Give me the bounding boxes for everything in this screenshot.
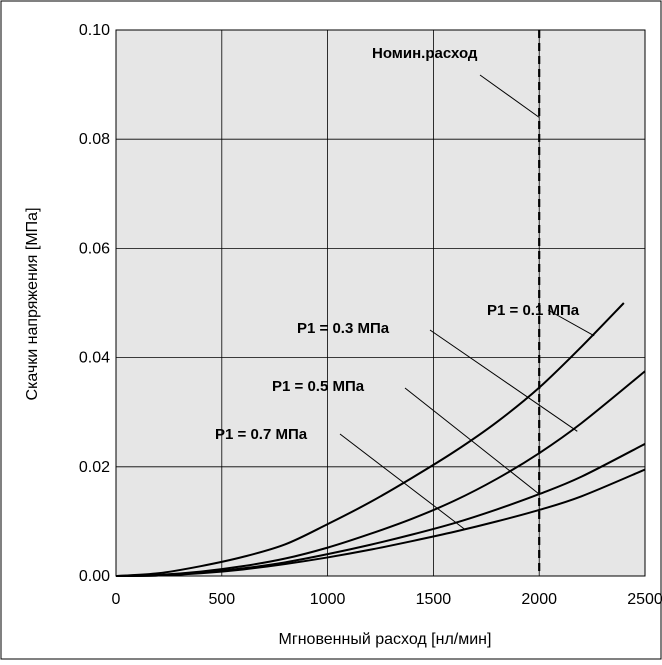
y-tick-label: 0.10 — [79, 22, 110, 39]
y-tick-label: 0.02 — [79, 459, 110, 476]
x-tick-label: 500 — [208, 591, 235, 608]
annotation-label: P1 = 0.1 МПа — [487, 302, 580, 319]
x-tick-label: 2000 — [521, 591, 557, 608]
annotation-leader — [404, 387, 540, 495]
annotation-label: Номин.расход — [372, 45, 478, 62]
x-tick-label: 2500 — [627, 591, 662, 608]
series-line-4 — [115, 468, 646, 577]
y-tick-label: 0.06 — [79, 240, 110, 257]
x-axis-title: Мгновенный расход [нл/мин] — [279, 631, 492, 648]
annotation-label: P1 = 0.3 МПа — [297, 320, 390, 337]
y-tick-label: 0.00 — [79, 568, 110, 585]
annotation-leader — [547, 309, 595, 337]
x-tick-label: 1000 — [310, 591, 346, 608]
annotation-leader — [339, 433, 466, 530]
y-tick-label: 0.08 — [79, 131, 110, 148]
x-tick-label: 1500 — [416, 591, 452, 608]
annotations: Номин.расход P1 = 0.1 МПа P1 = 0.3 МПа P1 =… — [215, 45, 595, 530]
series-line-2 — [115, 370, 646, 577]
annotation-leader — [479, 74, 540, 118]
annotation-label: P1 = 0.7 МПа — [215, 426, 308, 443]
y-axis-title: Скачки напряжения [МПа] — [24, 207, 41, 400]
y-tick-label: 0.04 — [79, 350, 110, 367]
plot-frame — [115, 29, 646, 577]
annotation-leader — [429, 329, 578, 432]
annotation-label: P1 = 0.5 МПа — [272, 378, 365, 395]
x-tick-labels: 0 500 1000 1500 2000 2500 — [112, 591, 662, 608]
x-tick-label: 0 — [112, 591, 121, 608]
y-tick-labels: 0.00 0.02 0.04 0.06 0.08 0.10 — [79, 22, 110, 585]
plot-area — [116, 30, 645, 576]
series-lines — [115, 302, 646, 577]
